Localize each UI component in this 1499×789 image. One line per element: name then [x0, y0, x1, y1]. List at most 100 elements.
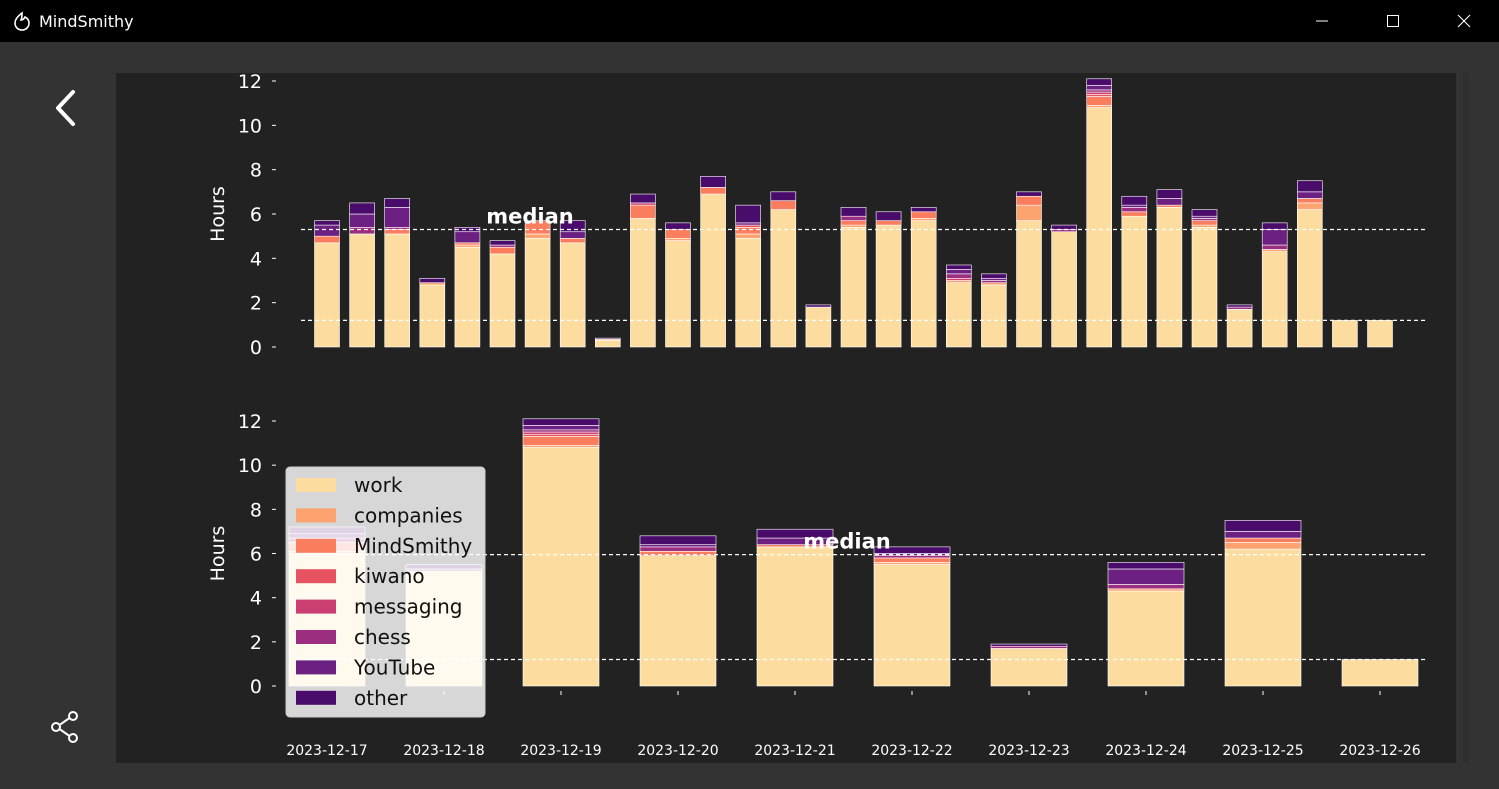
bar-segment-chess [1226, 306, 1253, 310]
bar-segment-youtube [559, 231, 586, 239]
x-tick-label: 2023-12-23 [988, 743, 1069, 759]
bar-segment-chess [1086, 89, 1113, 93]
bar-segment-other [489, 240, 516, 246]
bar-segment-work [873, 564, 951, 687]
back-button[interactable] [46, 86, 86, 130]
bar-segment-chess [1107, 584, 1185, 590]
bar-segment-chess [639, 546, 717, 552]
bar-segment-work [594, 340, 621, 348]
bar-segment-mindsmithy [665, 229, 691, 239]
bar-segment-mindsmithy [522, 436, 600, 446]
bar-segment-youtube [1261, 229, 1288, 246]
bar-segment-companies [522, 444, 600, 448]
bar-segment-other [770, 191, 797, 202]
bar-segment-work [910, 220, 937, 348]
x-tick-label: 2023-12-21 [754, 743, 835, 759]
bar-segment-other [630, 193, 656, 204]
bar-segment-companies [1261, 249, 1288, 252]
bar-segment-work [1086, 107, 1113, 348]
bar-segment-other [700, 176, 726, 188]
bar-segment-work [1367, 320, 1393, 348]
bar-segment-youtube [454, 231, 481, 244]
bar-segment-chess [349, 227, 375, 235]
bar-segment-messaging [630, 202, 656, 206]
bar-segment-other [990, 643, 1068, 647]
bar-segment-mindsmithy [630, 204, 656, 219]
bar-segment-other [981, 273, 1007, 279]
bar-segment-other [873, 546, 951, 554]
window-controls [1286, 0, 1499, 42]
bar-segment-other [1297, 180, 1323, 193]
chevron-left-icon [56, 90, 75, 126]
x-tick-label: 2023-12-17 [286, 743, 367, 759]
bar-segment-mindsmithy [700, 187, 726, 195]
bar-segment-mindsmithy [1086, 96, 1113, 106]
bar-segment-youtube [1224, 531, 1302, 539]
bar-segment-work [1332, 320, 1358, 348]
y-tick-label: 2 [250, 293, 262, 315]
bar-segment-companies [910, 218, 937, 221]
bar-segment-companies [1191, 224, 1218, 228]
maximize-button[interactable] [1357, 0, 1428, 42]
bar-segment-other [1261, 222, 1288, 230]
bar-segment-mindsmithy [384, 229, 411, 235]
bar-segment-mindsmithy [1224, 537, 1302, 543]
main-content: 0 2 4 6 8 10 12 Hours median 0 2 4 6 8 10 12 Hours 2023-1… [0, 42, 1499, 789]
bar-segment-work [840, 227, 867, 348]
bar-segment-mindsmithy [1191, 220, 1218, 226]
bar-segment-other [840, 207, 867, 217]
legend-swatch-kiwano [296, 569, 336, 584]
legend-label: YouTube [353, 655, 435, 679]
bar-segment-messaging [945, 277, 972, 281]
y-tick-label: 0 [250, 676, 262, 698]
x-tick-label: 2023-12-22 [871, 743, 952, 759]
bar-segment-other [1016, 191, 1042, 197]
bar-segment-youtube [1121, 204, 1148, 208]
bar-segment-work [1226, 309, 1253, 348]
close-button[interactable] [1428, 0, 1499, 42]
bar-segment-other [945, 264, 972, 270]
stacked-bar-charts: 0 2 4 6 8 10 12 Hours median 0 2 4 6 8 10 12 Hours 2023-1… [207, 73, 1426, 759]
share-button[interactable] [46, 707, 86, 747]
bar-segment-other [805, 304, 832, 308]
bar-segment-work [1261, 251, 1288, 348]
x-tick-label: 2023-12-25 [1222, 743, 1303, 759]
legend-label: MindSmithy [354, 534, 472, 558]
bar-segment-work [981, 284, 1007, 348]
bar-segment-chess [990, 645, 1068, 649]
bar-segment-work [945, 282, 972, 348]
y-tick-label: 8 [250, 160, 262, 182]
bar-segment-other [349, 202, 375, 215]
bar-segment-work [875, 224, 902, 348]
bar-segment-work [489, 253, 516, 348]
bar-segment-other [735, 204, 762, 224]
bar-segment-mindsmithy [1156, 204, 1183, 208]
scrollbar[interactable] [1463, 73, 1469, 763]
bar-segment-companies [665, 238, 691, 241]
bar-segment-chess [1121, 207, 1148, 213]
bar-segment-work [419, 284, 446, 348]
bar-segment-work [1224, 548, 1302, 687]
bar-segment-work [639, 555, 717, 687]
minimize-button[interactable] [1286, 0, 1357, 42]
close-icon [1457, 14, 1470, 28]
legend-label: companies [354, 503, 463, 527]
bar-segment-work [1121, 215, 1148, 348]
bar-segment-kiwano [735, 224, 762, 228]
bar-segment-companies [1086, 105, 1113, 108]
y-tick-label: 10 [238, 455, 262, 477]
bar-segment-chess [945, 273, 972, 279]
bar-segment-youtube [1107, 568, 1185, 585]
bar-segment-other [419, 277, 446, 284]
bar-segment-mindsmithy [1297, 198, 1323, 204]
legend-label: work [354, 473, 403, 497]
x-tick-label: 2023-12-20 [637, 743, 718, 759]
bar-segment-work [454, 246, 481, 348]
bar-segment-mindsmithy [489, 246, 516, 255]
bar-segment-work [522, 447, 600, 687]
bar-segment-messaging [1086, 91, 1113, 95]
bar-segment-work [735, 238, 762, 348]
y-axis-label: Hours [207, 526, 229, 582]
bar-segment-other [314, 220, 340, 226]
bar-segment-work [630, 218, 656, 348]
